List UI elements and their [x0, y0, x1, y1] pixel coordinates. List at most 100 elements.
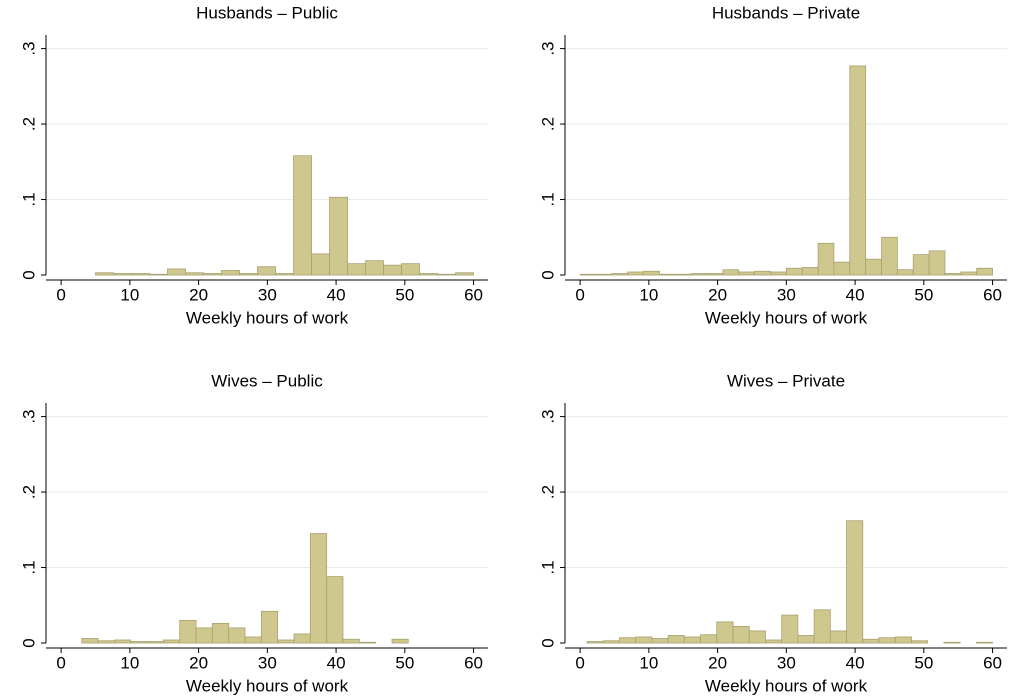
bar: [149, 273, 168, 276]
bar: [95, 272, 114, 276]
bar: [163, 639, 181, 644]
y-tick-label: 0: [19, 270, 38, 279]
bar: [401, 263, 420, 276]
y-tick-label: .3: [538, 41, 557, 55]
x-tick-label: 40: [327, 285, 346, 304]
bar: [239, 273, 258, 276]
bar: [326, 576, 344, 644]
bar: [643, 270, 660, 276]
bar: [167, 268, 186, 276]
bar: [586, 641, 604, 644]
bar: [674, 273, 692, 276]
bar: [627, 271, 644, 276]
bar: [829, 630, 847, 644]
x-tick-label: 50: [914, 653, 933, 672]
bar: [813, 609, 831, 644]
bar: [849, 65, 867, 276]
chart-title: Husbands – Public: [196, 3, 338, 22]
bar: [785, 267, 803, 276]
bar: [667, 635, 685, 644]
bar: [358, 641, 377, 644]
bar: [277, 639, 295, 644]
y-tick-label: 0: [19, 638, 38, 647]
bar: [113, 273, 132, 276]
x-tick-label: 60: [464, 653, 483, 672]
bar: [221, 270, 240, 276]
x-axis-label: Weekly hours of work: [705, 308, 868, 327]
bar: [928, 250, 946, 276]
x-tick-label: 30: [258, 653, 277, 672]
x-tick-label: 20: [189, 285, 208, 304]
bar: [391, 638, 409, 644]
bar: [797, 635, 815, 644]
bar: [700, 634, 718, 644]
bar: [579, 273, 597, 276]
x-tick-label: 10: [120, 653, 139, 672]
bar: [228, 627, 246, 644]
bar: [611, 273, 629, 276]
bar: [455, 272, 474, 276]
bar: [975, 641, 993, 644]
bar: [722, 269, 740, 276]
bar: [781, 614, 799, 644]
bar: [748, 630, 766, 644]
bar: [878, 637, 896, 644]
chart-title: Wives – Private: [727, 371, 845, 390]
x-tick-label: 50: [914, 285, 933, 304]
y-tick-label: .1: [538, 560, 557, 574]
bar: [211, 622, 230, 644]
x-tick-label: 10: [639, 285, 658, 304]
bar: [260, 610, 279, 644]
bar: [347, 263, 366, 276]
bar: [81, 638, 99, 644]
x-tick-label: 0: [575, 285, 584, 304]
chart-title: Husbands – Private: [712, 3, 860, 22]
bar: [706, 273, 724, 276]
x-tick-label: 60: [983, 285, 1002, 304]
bar: [97, 640, 115, 644]
x-tick-label: 0: [575, 653, 584, 672]
bar: [690, 273, 708, 276]
bar: [651, 638, 669, 644]
x-tick-label: 40: [846, 653, 865, 672]
bar: [595, 273, 613, 276]
y-tick-label: .1: [19, 560, 38, 574]
bar: [195, 627, 213, 644]
x-tick-label: 60: [464, 285, 483, 304]
bar: [365, 260, 384, 276]
y-tick-label: 0: [538, 638, 557, 647]
y-tick-label: 0: [538, 270, 557, 279]
bar: [602, 640, 620, 644]
bar: [619, 637, 637, 644]
bar: [275, 273, 294, 276]
x-tick-label: 0: [56, 653, 65, 672]
y-tick-label: .3: [538, 409, 557, 423]
bar: [912, 254, 930, 276]
bar: [293, 633, 311, 644]
x-tick-label: 20: [708, 285, 727, 304]
bar: [896, 269, 914, 276]
bar: [437, 273, 456, 276]
x-tick-label: 30: [777, 285, 796, 304]
bar: [765, 639, 783, 644]
x-axis-label: Weekly hours of work: [705, 676, 868, 695]
chart-title: Wives – Public: [211, 371, 323, 390]
bar: [244, 636, 262, 644]
bar: [311, 253, 330, 276]
y-tick-label: .1: [19, 192, 38, 206]
bar: [833, 261, 851, 276]
bar: [846, 520, 864, 644]
y-tick-label: .2: [19, 485, 38, 499]
bar: [894, 636, 912, 644]
bar: [738, 271, 755, 276]
bar: [911, 640, 929, 644]
bar: [257, 266, 276, 276]
bar: [865, 258, 882, 276]
bar: [185, 272, 204, 276]
bar: [817, 242, 835, 276]
bar: [293, 155, 312, 276]
bar: [179, 619, 197, 644]
x-tick-label: 50: [395, 653, 414, 672]
bar: [976, 267, 993, 276]
